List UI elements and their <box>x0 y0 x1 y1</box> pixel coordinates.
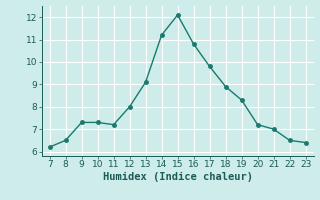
X-axis label: Humidex (Indice chaleur): Humidex (Indice chaleur) <box>103 172 252 182</box>
